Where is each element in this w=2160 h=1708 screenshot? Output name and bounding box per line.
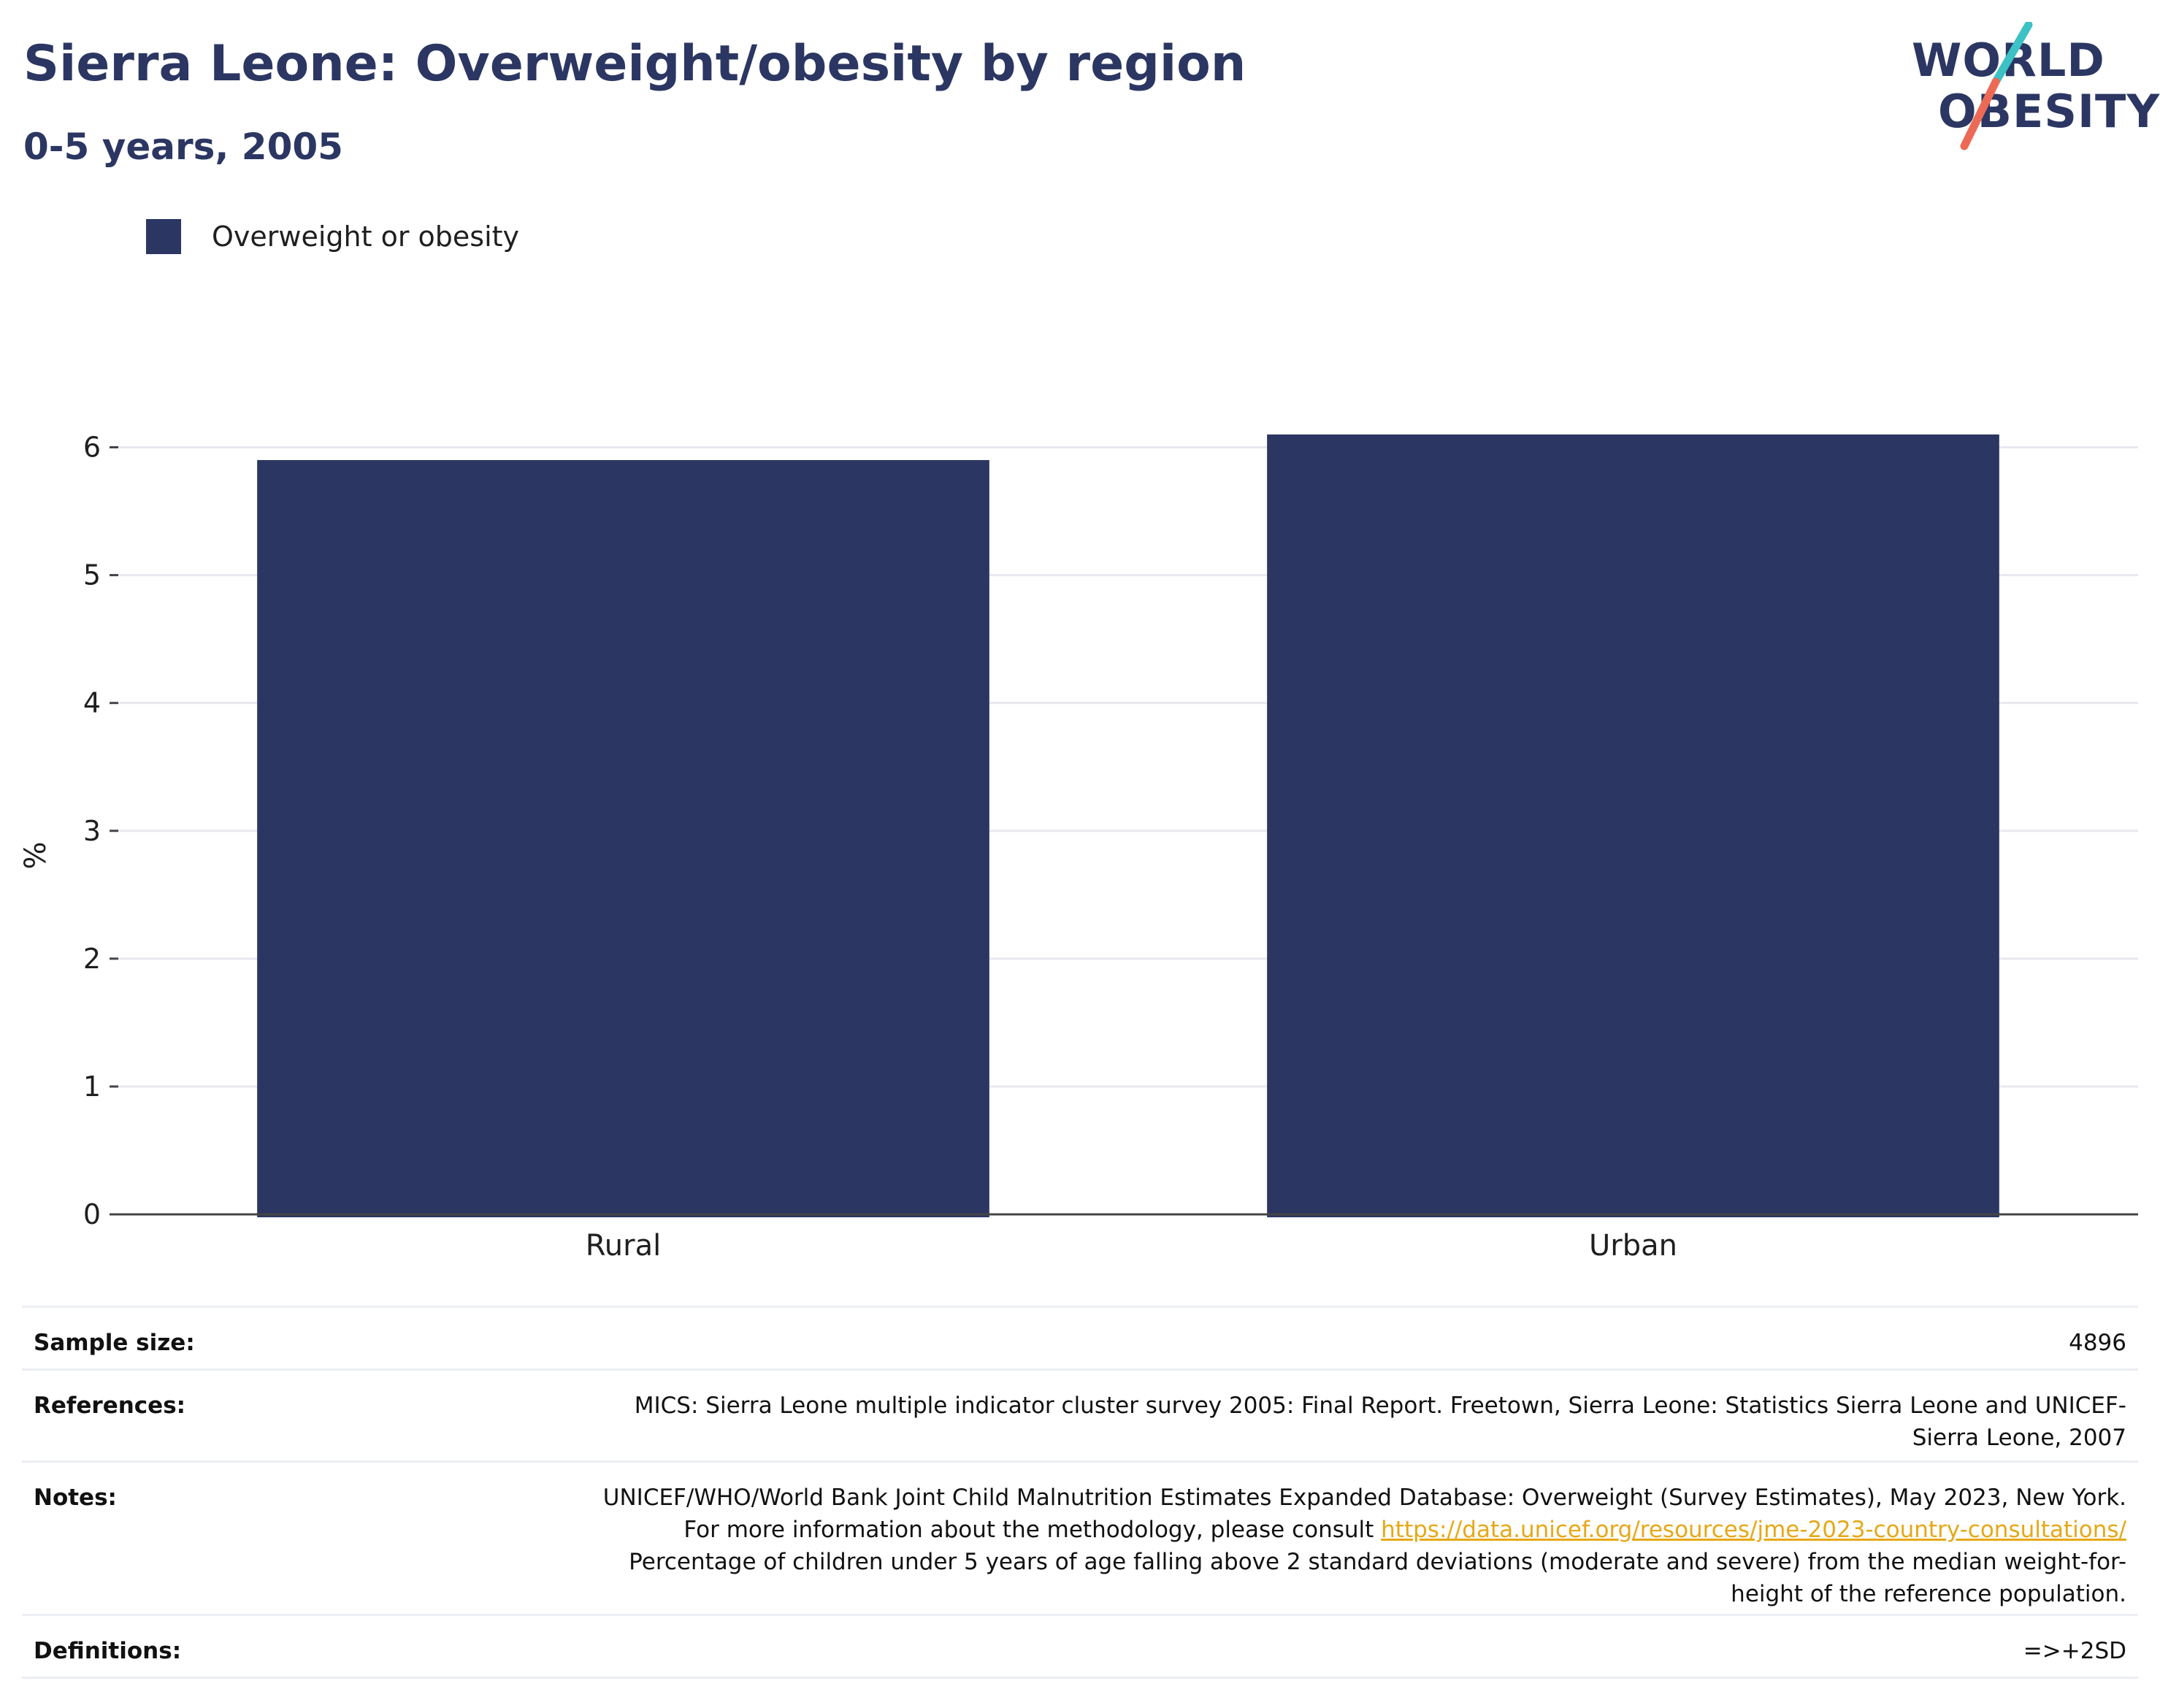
legend-label: Overweight or obesity	[212, 221, 520, 253]
axes: 0 1 2 3 4 5 6 Rural Urban%	[19, 432, 2138, 1263]
references-value: MICS: Sierra Leone multiple indicator cl…	[634, 1393, 2126, 1451]
definitions-label: Definitions:	[34, 1638, 182, 1664]
chart-legend: Overweight or obesity	[146, 218, 519, 256]
notes-value: UNICEF/WHO/World Bank Joint Child Malnut…	[413, 1482, 2126, 1610]
y-tick-label: 2	[83, 943, 101, 975]
y-tick-label: 5	[83, 559, 101, 591]
x-tick-label: Urban	[1589, 1229, 1677, 1263]
notes-text-after: Percentage of children under 5 years of …	[629, 1549, 2126, 1607]
y-tick-label: 6	[83, 432, 101, 464]
logo-slash-icon	[1960, 22, 2033, 150]
bars	[257, 434, 1999, 1217]
bar-urban[interactable]	[1267, 434, 1999, 1217]
y-tick-label: 3	[83, 815, 101, 847]
bar-rural[interactable]	[257, 460, 989, 1217]
y-tick-label: 0	[83, 1198, 101, 1230]
chart-title: Sierra Leone: Overweight/obesity by regi…	[23, 35, 1246, 93]
metadata-table: Sample size: 4896 References: MICS: Sier…	[22, 1306, 2138, 1679]
x-tick-label: Rural	[586, 1229, 661, 1263]
world-obesity-logo: WORLD OBESITY	[1899, 22, 2159, 153]
methodology-link[interactable]: https://data.unicef.org/resources/jme-20…	[1381, 1517, 2126, 1543]
y-tick-label: 1	[83, 1071, 101, 1103]
definitions-row: Definitions: =>+2SD	[22, 1616, 2138, 1679]
bar-chart: 0 1 2 3 4 5 6 Rural Urban%	[19, 432, 2138, 1263]
legend-swatch	[146, 219, 181, 254]
notes-label: Notes:	[34, 1485, 117, 1511]
sample-size-label: Sample size:	[34, 1330, 195, 1356]
references-row: References: MICS: Sierra Leone multiple …	[22, 1371, 2138, 1463]
y-axis-label: %	[19, 841, 53, 869]
y-tick-label: 4	[83, 687, 101, 719]
definitions-value: =>+2SD	[2023, 1638, 2126, 1664]
references-label: References:	[34, 1393, 186, 1419]
sample-size-row: Sample size: 4896	[22, 1308, 2138, 1371]
sample-size-value: 4896	[2069, 1330, 2126, 1356]
notes-text-before: UNICEF/WHO/World Bank Joint Child Malnut…	[602, 1485, 2126, 1543]
chart-subtitle: 0-5 years, 2005	[23, 126, 343, 168]
notes-row: Notes: UNICEF/WHO/World Bank Joint Child…	[22, 1463, 2138, 1616]
